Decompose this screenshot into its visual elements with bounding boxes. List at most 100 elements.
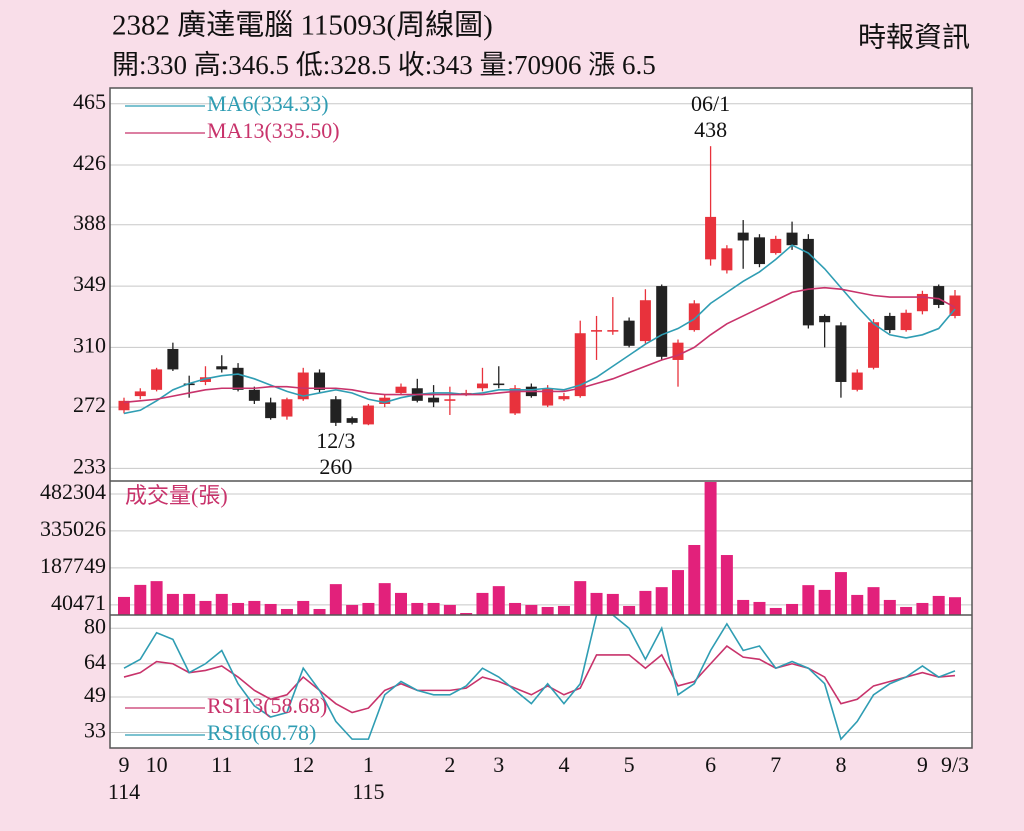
- volume-bar: [166, 593, 179, 615]
- volume-bar: [395, 592, 407, 615]
- candle-body: [916, 293, 928, 312]
- candle-body: [786, 232, 798, 246]
- rsi-lines: [123, 615, 956, 741]
- x-tick-label: 10: [146, 752, 168, 777]
- candle-body: [949, 295, 961, 316]
- volume-bar: [460, 612, 473, 615]
- volume-bar: [199, 600, 212, 615]
- volume-bar: [818, 589, 831, 615]
- summary: 開:330 高:346.5 低:328.5 收:343 量:70906 漲 6.…: [112, 50, 656, 80]
- y-tick-label: 388: [73, 210, 106, 235]
- candle-body: [802, 238, 814, 326]
- candle-body: [216, 366, 228, 370]
- y-tick-label: 233: [73, 453, 106, 478]
- volume-bar: [134, 584, 147, 615]
- candle-body: [167, 348, 179, 370]
- volume-bar: [411, 602, 424, 615]
- line-series: [123, 615, 956, 741]
- volume-bar: [704, 482, 717, 615]
- candle-body: [493, 383, 505, 386]
- candle-body: [362, 405, 374, 425]
- y-tick-label: 64: [84, 649, 106, 674]
- panel-title: 成交量(張): [125, 483, 228, 508]
- candle-body: [428, 397, 440, 403]
- line-series: [123, 644, 956, 714]
- y-tick-label: 335026: [40, 516, 106, 541]
- candle-body: [118, 400, 130, 411]
- y-tick-label: 187749: [40, 553, 106, 578]
- candle-body: [900, 312, 912, 331]
- volume-bar: [232, 602, 245, 615]
- volume-bar: [215, 593, 228, 615]
- x-tick-label: 4: [558, 752, 569, 777]
- volume-bar: [362, 602, 375, 615]
- candle-body: [248, 389, 260, 401]
- y-tick-label: 80: [84, 613, 106, 638]
- volume-bar: [509, 602, 522, 615]
- volume-bar: [297, 600, 310, 615]
- volume-bar: [590, 592, 603, 615]
- x-tick-label: 9: [917, 752, 928, 777]
- volume-bar: [623, 605, 636, 615]
- candle-body: [656, 286, 668, 357]
- candle-body: [851, 372, 863, 390]
- volume-bar: [525, 604, 538, 615]
- y-tick-label: 49: [84, 682, 106, 707]
- y-tick-label: 310: [73, 332, 106, 357]
- volume-bar: [541, 606, 554, 615]
- annotation-value: 260: [319, 454, 352, 479]
- candle-body: [297, 372, 309, 400]
- volume-bar: [329, 584, 342, 615]
- volume-bar: [313, 608, 326, 615]
- x-tick-label: 6: [705, 752, 716, 777]
- candle-body: [346, 418, 358, 423]
- x-year-label: 115: [352, 779, 384, 804]
- volume-bar: [786, 603, 799, 615]
- volume-bar: [737, 599, 750, 615]
- candle-body: [281, 399, 293, 417]
- volume-bar: [753, 601, 766, 615]
- candle-body: [476, 383, 488, 389]
- volume-bar: [932, 595, 945, 615]
- volume-bar: [248, 600, 261, 615]
- candle-body: [574, 333, 586, 397]
- candle-body: [591, 330, 603, 332]
- candle-body: [753, 237, 765, 265]
- candle-body: [884, 315, 896, 331]
- plot-area: [110, 88, 972, 748]
- candle-body: [688, 303, 700, 331]
- x-tick-label: 1: [363, 752, 374, 777]
- x-tick-label: 7: [770, 752, 781, 777]
- candle-body: [737, 232, 749, 241]
- candle-body: [395, 386, 407, 393]
- candle-body: [542, 388, 554, 406]
- legend-label: RSI13(58.68): [207, 693, 327, 718]
- volume-bar: [427, 602, 440, 615]
- source: 時報資訊: [858, 21, 970, 53]
- x-tick-label: 12: [292, 752, 314, 777]
- volume-bar: [150, 581, 163, 615]
- legend-label: MA13(335.50): [207, 118, 340, 143]
- volume-bar: [883, 599, 896, 615]
- volume-bar: [655, 587, 668, 615]
- volume-bar: [916, 602, 929, 615]
- volume-bar: [183, 593, 196, 615]
- x-year-label: 114: [108, 779, 140, 804]
- volume-bar: [851, 594, 864, 615]
- annotation-date: 12/3: [316, 428, 355, 453]
- y-tick-label: 349: [73, 271, 106, 296]
- candle-body: [151, 369, 163, 390]
- y-tick-label: 482304: [40, 479, 106, 504]
- y-tick-label: 272: [73, 392, 106, 417]
- annotation-date: 06/1: [691, 91, 730, 116]
- x-tick-label: 3: [493, 752, 504, 777]
- volume-bar: [672, 570, 684, 615]
- volume-bar: [639, 590, 652, 615]
- volume-bar: [606, 593, 619, 615]
- candle-body: [835, 325, 847, 382]
- volume-bar: [476, 592, 489, 615]
- candle-body: [232, 367, 244, 390]
- candle-body: [819, 315, 831, 323]
